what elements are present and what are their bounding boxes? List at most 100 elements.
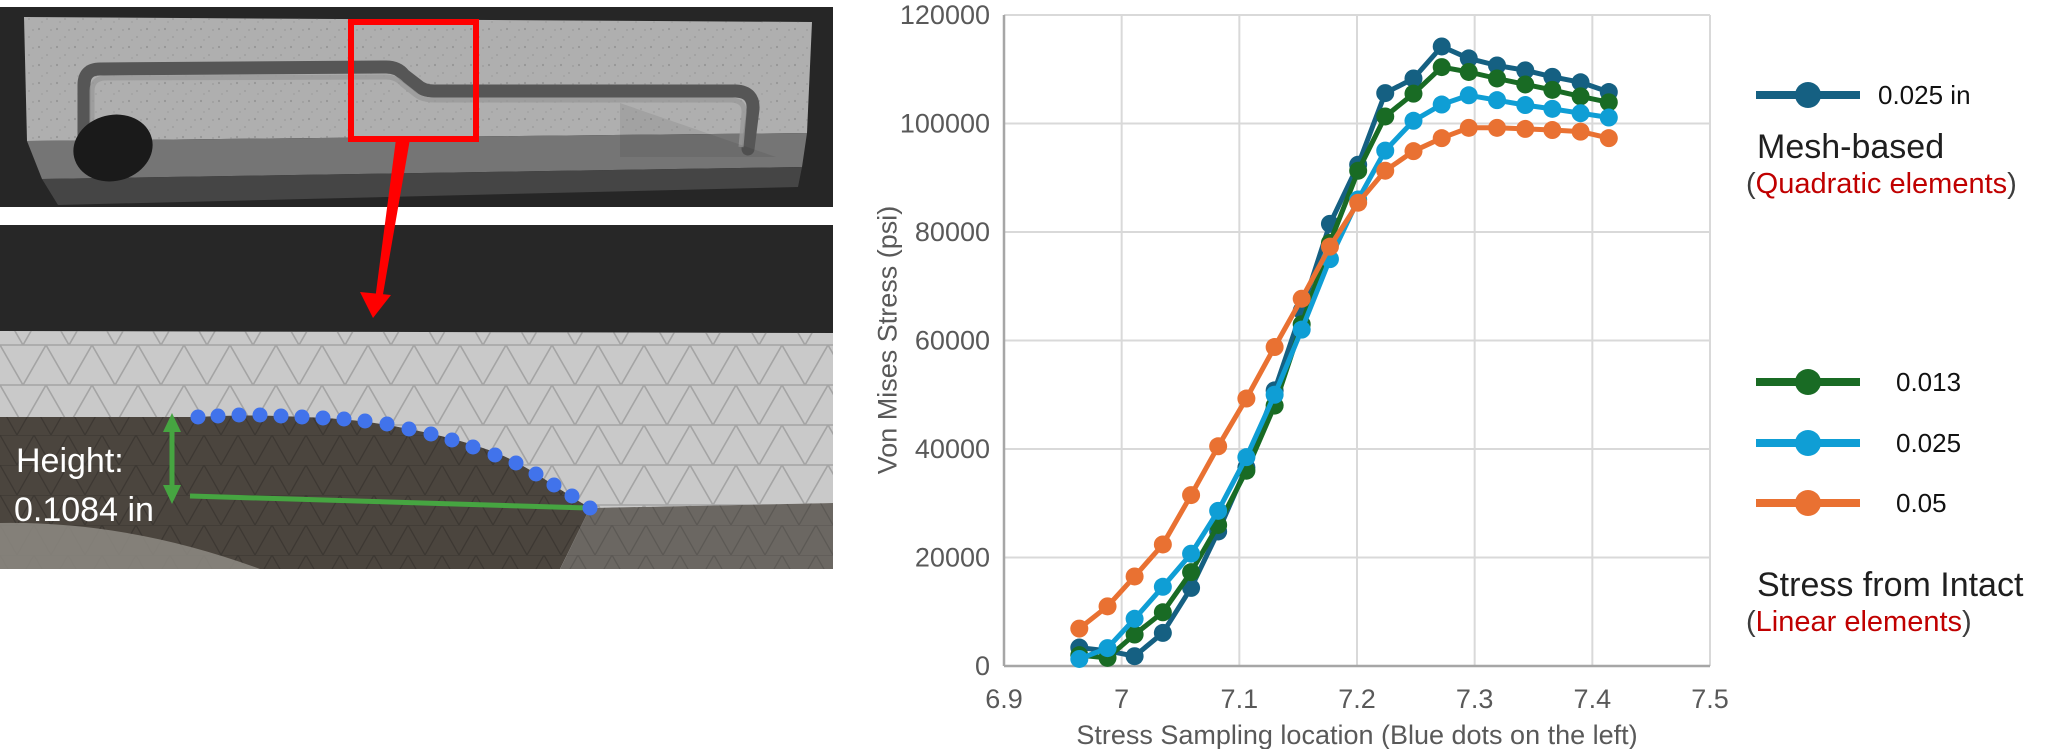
y-axis-title: Von Mises Stress (psi) <box>872 205 903 475</box>
sampling-dot <box>423 426 439 442</box>
data-point <box>1404 69 1423 88</box>
data-point <box>1265 385 1284 404</box>
data-point <box>1125 609 1144 628</box>
data-point <box>1599 108 1618 127</box>
data-point <box>1153 623 1172 642</box>
data-point <box>1488 118 1507 137</box>
part-bottom-bevel <box>42 167 802 205</box>
upper-mesh-lines <box>0 331 833 508</box>
data-point <box>1237 448 1256 467</box>
data-point <box>1571 122 1590 141</box>
highlight-rectangle <box>348 19 479 142</box>
x-tick-label: 7.5 <box>1691 684 1729 714</box>
data-point <box>1265 338 1284 357</box>
data-point <box>1459 86 1478 105</box>
step-face-mesh <box>0 415 590 569</box>
y-tick-label: 0 <box>975 651 990 681</box>
data-point <box>1571 73 1590 92</box>
data-point <box>1182 544 1201 563</box>
data-point <box>1571 87 1590 106</box>
sampling-dot <box>210 408 226 424</box>
model-overview-image <box>0 7 833 207</box>
data-point <box>1153 535 1172 554</box>
data-point <box>1488 69 1507 88</box>
data-point <box>1125 625 1144 644</box>
data-point <box>1070 619 1089 638</box>
x-tick-label: 7.1 <box>1221 684 1259 714</box>
sampling-dot <box>487 447 503 463</box>
data-point <box>1237 389 1256 408</box>
sampling-dot <box>315 410 331 426</box>
y-tick-label: 80000 <box>915 217 990 247</box>
sampling-dot <box>444 432 460 448</box>
sampling-dot <box>273 408 289 424</box>
data-point <box>1459 62 1478 81</box>
y-tick-label: 120000 <box>900 0 990 30</box>
data-point <box>1349 161 1368 180</box>
height-reference-line <box>189 493 589 511</box>
data-point <box>1404 111 1423 130</box>
data-point <box>1516 119 1535 138</box>
data-point <box>1349 193 1368 212</box>
data-point <box>1376 84 1395 103</box>
data-point <box>1488 91 1507 110</box>
closeup-background <box>0 225 833 333</box>
height-label-line1: Height: <box>16 442 124 480</box>
data-point <box>1209 501 1228 520</box>
data-point <box>1432 37 1451 56</box>
x-tick-label: 7.3 <box>1456 684 1494 714</box>
sampling-dot <box>379 416 395 432</box>
sampling-dot <box>231 407 247 423</box>
callout-arrow-shaft <box>375 139 410 300</box>
data-point <box>1098 639 1117 658</box>
sampling-dot <box>582 500 598 516</box>
x-tick-label: 7 <box>1114 684 1129 714</box>
y-tick-label: 100000 <box>900 109 990 139</box>
sampling-dot <box>336 411 352 427</box>
data-point <box>1516 61 1535 80</box>
data-point <box>1599 129 1618 148</box>
pocket-shade <box>620 103 776 157</box>
callout-overlay <box>348 19 479 318</box>
x-axis-title: Stress Sampling location (Blue dots on t… <box>1076 720 1638 749</box>
bottom-left-highlight <box>0 522 260 569</box>
data-point <box>1459 49 1478 68</box>
data-point <box>1432 58 1451 77</box>
data-point <box>1376 141 1395 160</box>
data-point <box>1153 577 1172 596</box>
pocket-rim-shadow <box>77 60 760 156</box>
series-line <box>1076 64 1612 661</box>
data-point <box>1376 161 1395 180</box>
x-tick-label: 7.2 <box>1338 684 1376 714</box>
data-point <box>1488 56 1507 75</box>
data-point <box>1432 95 1451 114</box>
data-point <box>1599 93 1618 112</box>
mesh-closeup-image: Height: 0.1084 in <box>0 225 833 569</box>
data-point <box>1182 578 1201 597</box>
data-point <box>1182 563 1201 582</box>
lower-surface-mesh <box>560 503 833 569</box>
data-point <box>1292 320 1311 339</box>
sampling-dots <box>190 407 598 516</box>
sampling-dot <box>564 488 580 504</box>
data-point <box>1543 99 1562 118</box>
sampling-dot <box>190 409 206 425</box>
sampling-dot <box>546 477 562 493</box>
y-tick-label: 60000 <box>915 326 990 356</box>
callout-arrow-head <box>360 292 391 318</box>
data-point <box>1209 437 1228 456</box>
data-point <box>1182 486 1201 505</box>
data-point <box>1404 142 1423 161</box>
data-point <box>1459 118 1478 137</box>
y-tick-label: 20000 <box>915 543 990 573</box>
data-point <box>1292 289 1311 308</box>
data-point <box>1320 237 1339 256</box>
data-point <box>1543 121 1562 140</box>
data-point <box>1125 567 1144 586</box>
y-tick-label: 40000 <box>915 434 990 464</box>
data-point <box>1543 80 1562 99</box>
data-point <box>1125 647 1144 666</box>
data-point <box>1571 104 1590 123</box>
